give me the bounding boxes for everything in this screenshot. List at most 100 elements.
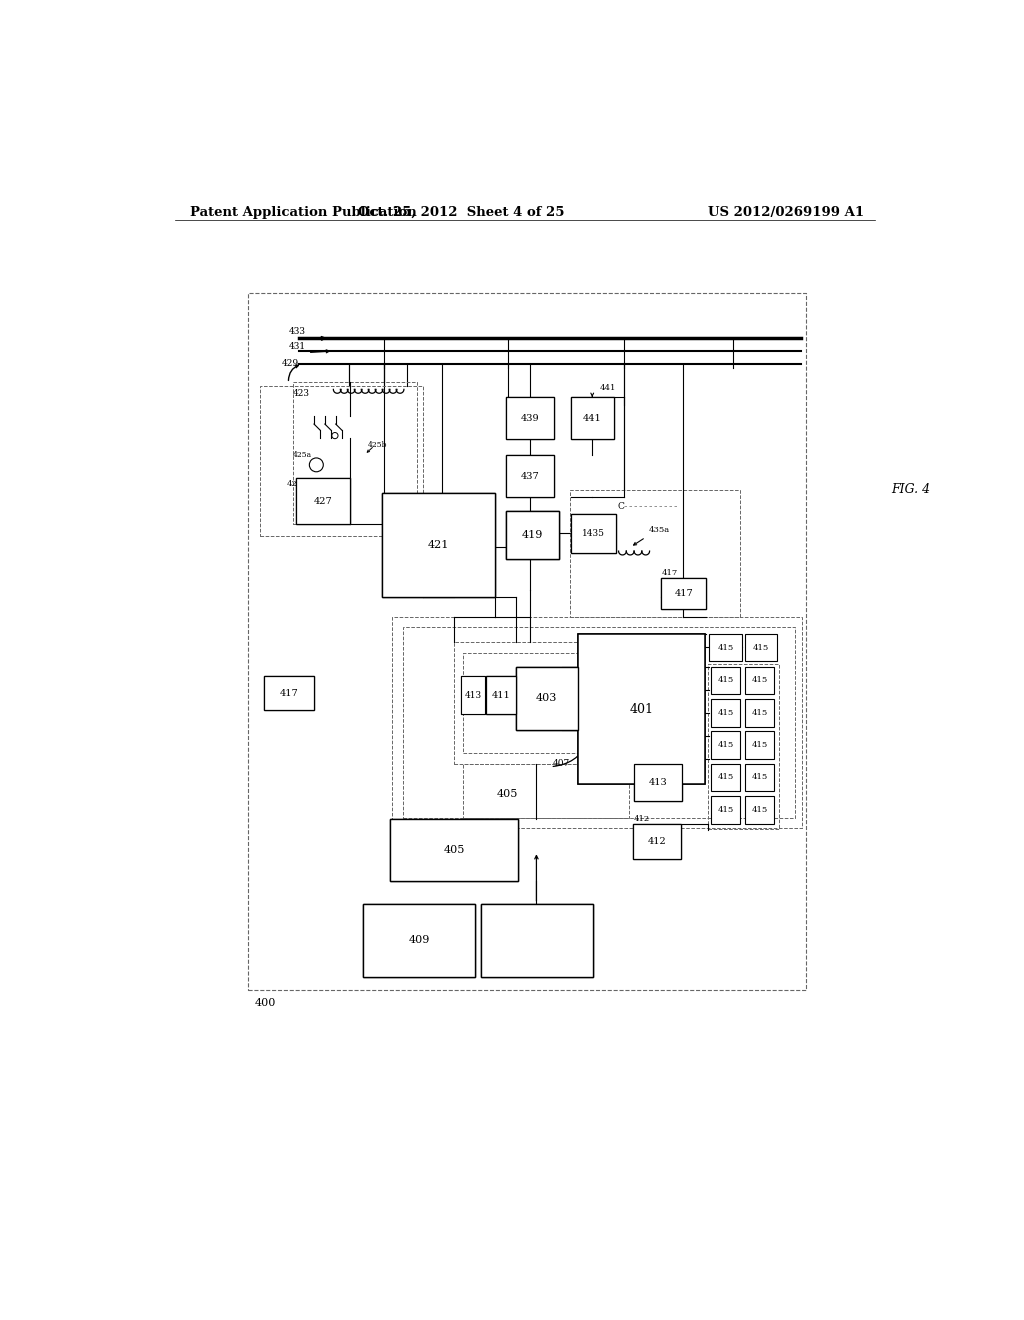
Text: 421: 421 — [428, 540, 450, 550]
Text: 415: 415 — [752, 805, 768, 814]
Text: 423: 423 — [293, 389, 310, 397]
Text: 415: 415 — [752, 709, 768, 717]
Bar — [463, 653, 617, 752]
Text: 415: 415 — [718, 676, 733, 685]
Bar — [296, 478, 350, 524]
Text: 425a: 425a — [293, 450, 312, 459]
Bar — [744, 796, 774, 824]
Text: 1435: 1435 — [583, 529, 605, 537]
Text: 409: 409 — [409, 936, 430, 945]
Text: 415: 415 — [718, 805, 733, 814]
Text: 419: 419 — [522, 529, 544, 540]
Text: 403: 403 — [536, 693, 557, 704]
Text: 407: 407 — [553, 759, 570, 768]
Bar — [744, 635, 777, 661]
Bar — [633, 825, 681, 859]
Bar — [744, 667, 774, 694]
Bar — [260, 385, 423, 536]
Text: 415: 415 — [752, 774, 768, 781]
Bar — [463, 763, 630, 817]
Bar — [461, 676, 484, 714]
Text: 411: 411 — [492, 690, 510, 700]
Bar — [708, 664, 779, 829]
Text: 417: 417 — [674, 589, 693, 598]
Bar — [306, 488, 328, 510]
Text: 439: 439 — [521, 413, 540, 422]
Bar — [571, 515, 616, 553]
Bar — [633, 825, 681, 859]
Bar — [571, 515, 616, 553]
Text: 417: 417 — [662, 569, 678, 577]
Bar — [506, 511, 559, 558]
Bar — [710, 635, 741, 661]
Bar — [744, 731, 774, 759]
Text: 412: 412 — [633, 814, 649, 822]
Bar — [480, 904, 593, 977]
Text: 441: 441 — [584, 413, 602, 422]
Text: 413: 413 — [634, 754, 650, 762]
Bar — [506, 455, 554, 498]
Text: 437: 437 — [521, 471, 540, 480]
Text: 425b: 425b — [369, 441, 388, 449]
Text: 417: 417 — [280, 689, 298, 698]
Bar — [293, 381, 417, 524]
Bar — [506, 511, 559, 558]
Text: 427: 427 — [314, 496, 333, 506]
Text: 441: 441 — [584, 413, 602, 422]
Text: 415: 415 — [718, 709, 733, 717]
Bar — [506, 455, 554, 498]
Text: 411: 411 — [492, 690, 510, 700]
Text: 415: 415 — [752, 741, 768, 750]
Text: 441: 441 — [599, 384, 615, 392]
Bar — [506, 397, 554, 440]
Bar — [515, 667, 578, 730]
Text: 421: 421 — [428, 540, 450, 550]
Text: US 2012/0269199 A1: US 2012/0269199 A1 — [709, 206, 864, 219]
Bar — [515, 667, 578, 730]
Bar — [486, 676, 515, 714]
Text: Patent Application Publication: Patent Application Publication — [190, 206, 417, 219]
Bar — [486, 676, 515, 714]
Bar — [569, 490, 740, 616]
Text: 405: 405 — [443, 845, 465, 855]
Text: 415: 415 — [718, 774, 733, 781]
Text: 405: 405 — [497, 788, 518, 799]
Text: 413: 413 — [649, 777, 668, 787]
Text: 429: 429 — [282, 359, 299, 368]
Bar — [662, 578, 707, 609]
Text: 439: 439 — [521, 413, 540, 422]
Bar — [634, 763, 682, 800]
Bar — [578, 635, 706, 784]
Text: 419: 419 — [522, 529, 544, 540]
Bar — [390, 818, 518, 880]
Text: 415: 415 — [718, 741, 733, 750]
Text: 401: 401 — [630, 702, 653, 715]
Text: 413: 413 — [649, 777, 668, 787]
Text: 437: 437 — [521, 471, 540, 480]
Bar — [662, 578, 707, 609]
Bar — [571, 397, 614, 440]
Bar — [362, 904, 475, 977]
Text: 415: 415 — [752, 676, 768, 685]
Text: 415: 415 — [718, 644, 733, 652]
Bar — [263, 676, 314, 710]
Bar — [362, 904, 475, 977]
Bar — [711, 796, 740, 824]
Text: 417: 417 — [674, 589, 693, 598]
Text: 427: 427 — [314, 496, 333, 506]
Bar — [711, 763, 740, 792]
Text: 412: 412 — [648, 837, 667, 846]
Bar — [571, 397, 614, 440]
Bar — [296, 478, 350, 524]
Bar — [382, 494, 495, 598]
Text: 427: 427 — [287, 480, 303, 488]
Text: 417: 417 — [280, 689, 298, 698]
Text: 412: 412 — [648, 837, 667, 846]
Bar — [506, 397, 554, 440]
Text: 405: 405 — [443, 845, 465, 855]
Text: 1435: 1435 — [583, 529, 605, 537]
Bar — [711, 700, 740, 726]
Text: 409: 409 — [409, 936, 430, 945]
Bar — [382, 494, 495, 598]
Text: Oct. 25, 2012  Sheet 4 of 25: Oct. 25, 2012 Sheet 4 of 25 — [358, 206, 564, 219]
